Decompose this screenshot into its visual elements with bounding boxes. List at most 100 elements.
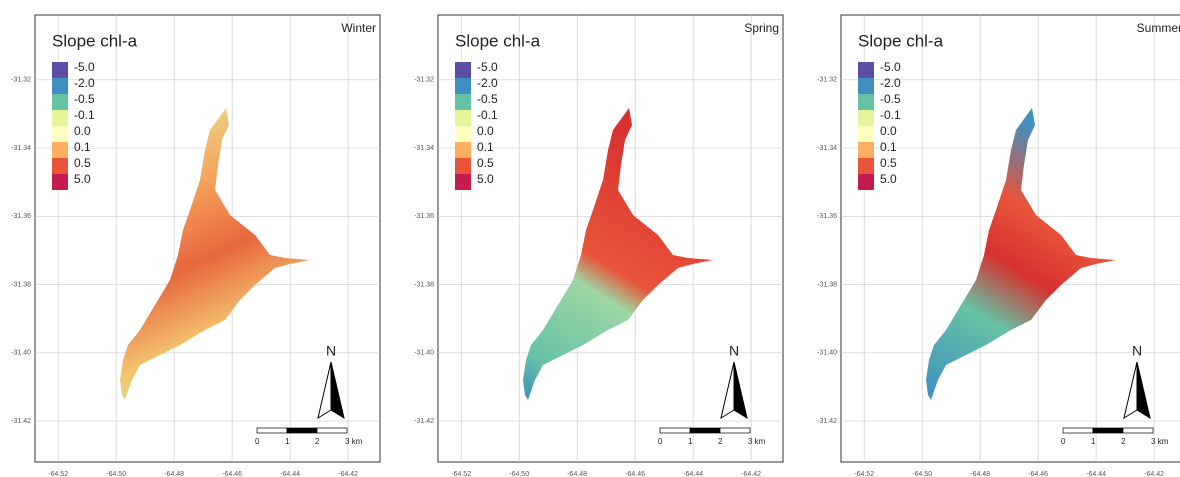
scale-segment — [1062, 427, 1094, 434]
lake — [926, 108, 1116, 400]
x-tick-label: -64.42 — [741, 471, 761, 477]
y-tick-label: -31.40 — [414, 350, 434, 357]
legend-label: -0.5 — [477, 92, 498, 106]
legend-label: -0.1 — [74, 108, 95, 122]
north-label: N — [729, 343, 739, 359]
legend-label: 5.0 — [477, 172, 494, 186]
north-arrow-right — [1136, 361, 1151, 420]
x-tick-label: -64.52 — [451, 471, 471, 477]
legend-title: Slope chl-a — [858, 31, 944, 50]
legend-label: -0.5 — [880, 92, 901, 106]
legend-label: 0.5 — [880, 156, 897, 170]
legend-swatch — [455, 158, 471, 174]
y-tick-label: -31.34 — [817, 145, 837, 152]
legend-label: -2.0 — [477, 76, 498, 90]
y-tick-label: -31.36 — [414, 213, 434, 220]
scale-label: 0 — [1061, 437, 1066, 446]
x-tick-label: -64.50 — [509, 471, 529, 477]
scale-label: 2 — [718, 437, 723, 446]
y-tick-label: -31.32 — [414, 77, 434, 84]
legend-swatch — [52, 158, 68, 174]
legend-label: -0.1 — [477, 108, 498, 122]
scale-segment — [286, 427, 318, 434]
y-tick-label: -31.40 — [11, 350, 31, 357]
x-tick-label: -64.42 — [1144, 471, 1164, 477]
legend-label: -5.0 — [880, 60, 901, 74]
scale-label: 3 km — [748, 437, 766, 446]
scale-label: 0 — [658, 437, 663, 446]
north-arrow-right — [733, 361, 748, 420]
y-tick-label: -31.34 — [11, 145, 31, 152]
legend-label: 0.0 — [74, 124, 91, 138]
scale-label: 1 — [688, 437, 693, 446]
scale-segment — [1092, 427, 1124, 434]
x-tick-label: -64.48 — [567, 471, 587, 477]
north-label: N — [326, 343, 336, 359]
scale-segment — [316, 427, 348, 434]
legend-swatch — [52, 126, 68, 142]
x-tick-label: -64.50 — [106, 471, 126, 477]
x-tick-label: -64.48 — [970, 471, 990, 477]
legend-label: -2.0 — [880, 76, 901, 90]
y-tick-label: -31.36 — [817, 213, 837, 220]
legend-label: 0.5 — [74, 156, 91, 170]
scale-label: 2 — [1121, 437, 1126, 446]
x-tick-label: -64.52 — [854, 471, 874, 477]
legend-swatch — [455, 94, 471, 110]
x-tick-label: -64.42 — [338, 471, 358, 477]
legend-label: 0.1 — [74, 140, 91, 154]
legend-swatch — [858, 78, 874, 94]
x-tick-label: -64.46 — [1028, 471, 1048, 477]
legend-swatch — [52, 78, 68, 94]
legend-label: -0.5 — [74, 92, 95, 106]
x-tick-label: -64.44 — [1086, 471, 1106, 477]
x-tick-label: -64.46 — [625, 471, 645, 477]
legend-swatch — [455, 78, 471, 94]
legend-swatch — [455, 142, 471, 158]
legend-label: 0.0 — [880, 124, 897, 138]
legend-label: 0.1 — [477, 140, 494, 154]
x-tick-label: -64.44 — [280, 471, 300, 477]
season-title: Winter — [341, 21, 376, 35]
scale-segment — [1122, 427, 1154, 434]
legend-swatch — [52, 94, 68, 110]
legend-label: -5.0 — [477, 60, 498, 74]
scale-label: 3 km — [1151, 437, 1169, 446]
legend-swatch — [858, 62, 874, 78]
legend-swatch — [858, 94, 874, 110]
legend-swatch — [858, 110, 874, 126]
scale-segment — [659, 427, 691, 434]
x-tick-label: -64.50 — [912, 471, 932, 477]
y-tick-label: -31.38 — [11, 281, 31, 288]
legend-label: -2.0 — [74, 76, 95, 90]
legend-label: 5.0 — [74, 172, 91, 186]
legend-label: 0.1 — [880, 140, 897, 154]
north-arrow-right — [330, 361, 345, 420]
map-panel: -31.32 -31.34 -31.36 -31.38 -31.40 -31.42 -64.… — [11, 14, 381, 477]
legend-swatch — [455, 126, 471, 142]
y-tick-label: -31.34 — [414, 145, 434, 152]
scale-segment — [256, 427, 288, 434]
legend-label: -5.0 — [74, 60, 95, 74]
y-tick-label: -31.42 — [11, 418, 31, 425]
y-tick-label: -31.42 — [414, 418, 434, 425]
scale-segment — [689, 427, 721, 434]
lake — [120, 108, 310, 400]
legend-swatch — [455, 62, 471, 78]
legend-swatch — [52, 174, 68, 190]
season-title: Summer — [1137, 21, 1180, 35]
map-panel: -31.32 -31.34 -31.36 -31.38 -31.40 -31.42 -64.… — [817, 14, 1180, 477]
legend-swatch — [52, 62, 68, 78]
y-tick-label: -31.32 — [11, 77, 31, 84]
legend-title: Slope chl-a — [455, 31, 541, 50]
legend-swatch — [858, 126, 874, 142]
y-tick-label: -31.38 — [817, 281, 837, 288]
legend-swatch — [858, 142, 874, 158]
x-tick-label: -64.46 — [222, 471, 242, 477]
lake — [523, 108, 713, 400]
scale-label: 2 — [315, 437, 320, 446]
legend-label: 5.0 — [880, 172, 897, 186]
legend-swatch — [455, 110, 471, 126]
legend-swatch — [858, 158, 874, 174]
